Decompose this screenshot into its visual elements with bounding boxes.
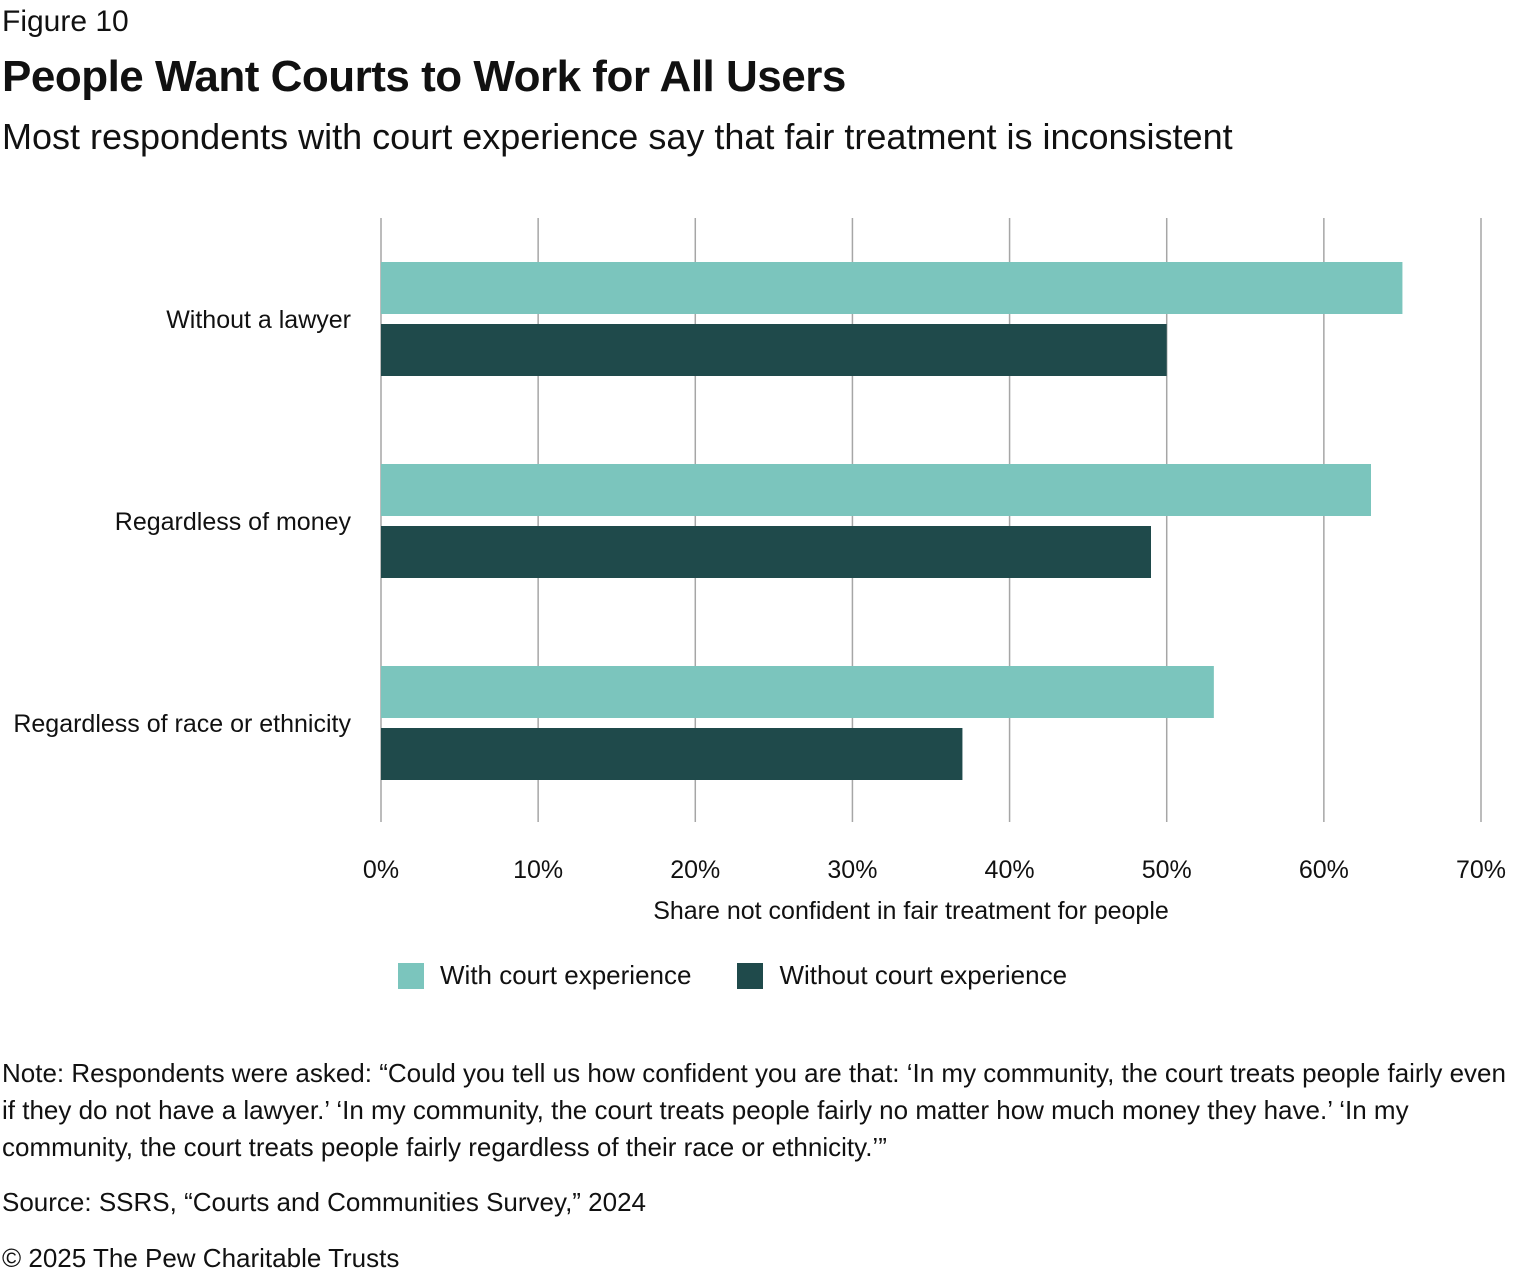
x-tick-label: 70%: [1456, 856, 1506, 884]
chart-subtitle: Most respondents with court experience s…: [2, 116, 1233, 157]
category-labels: Without a lawyer Regardless of money Regar…: [13, 306, 351, 738]
x-tick-label: 60%: [1299, 856, 1349, 884]
bar-without-court-experience: [381, 526, 1151, 578]
copyright: © 2025 The Pew Charitable Trusts: [2, 1243, 400, 1273]
chart-title: People Want Courts to Work for All Users: [2, 52, 846, 101]
legend: With court experience Without court expe…: [398, 960, 1113, 991]
figure-label: Figure 10: [2, 5, 129, 38]
x-tick-label: 30%: [827, 856, 877, 884]
category-label: Without a lawyer: [166, 306, 351, 334]
x-tick-label: 0%: [363, 856, 399, 884]
chart-note: Note: Respondents were asked: “Could you…: [2, 1058, 1506, 1162]
bar-with-court-experience: [381, 262, 1403, 314]
legend-item-with-court-experience: With court experience: [398, 960, 691, 991]
bar-chart: Without a lawyer Regardless of money Regar…: [13, 218, 1506, 925]
x-tick-labels: 0% 10% 20% 30% 40% 50% 60% 70%: [363, 856, 1506, 884]
x-tick-label: 20%: [670, 856, 720, 884]
legend-item-without-court-experience: Without court experience: [737, 960, 1067, 991]
chart-source: Source: SSRS, “Courts and Communities Su…: [2, 1187, 647, 1217]
legend-label: With court experience: [440, 960, 692, 990]
category-label: Regardless of money: [115, 508, 352, 536]
x-tick-label: 40%: [985, 856, 1035, 884]
x-tick-label: 50%: [1142, 856, 1192, 884]
legend-label: Without court experience: [779, 960, 1068, 990]
bar-with-court-experience: [381, 666, 1214, 718]
x-axis-title: Share not confident in fair treatment fo…: [653, 897, 1169, 925]
bar-without-court-experience: [381, 324, 1167, 376]
legend-swatch: [398, 962, 424, 989]
bar-without-court-experience: [381, 728, 963, 780]
x-tick-label: 10%: [513, 856, 563, 884]
bars: [381, 262, 1403, 780]
legend-swatch: [737, 962, 764, 989]
category-label: Regardless of race or ethnicity: [13, 710, 351, 738]
bar-with-court-experience: [381, 464, 1371, 516]
gridlines: [380, 218, 1482, 822]
